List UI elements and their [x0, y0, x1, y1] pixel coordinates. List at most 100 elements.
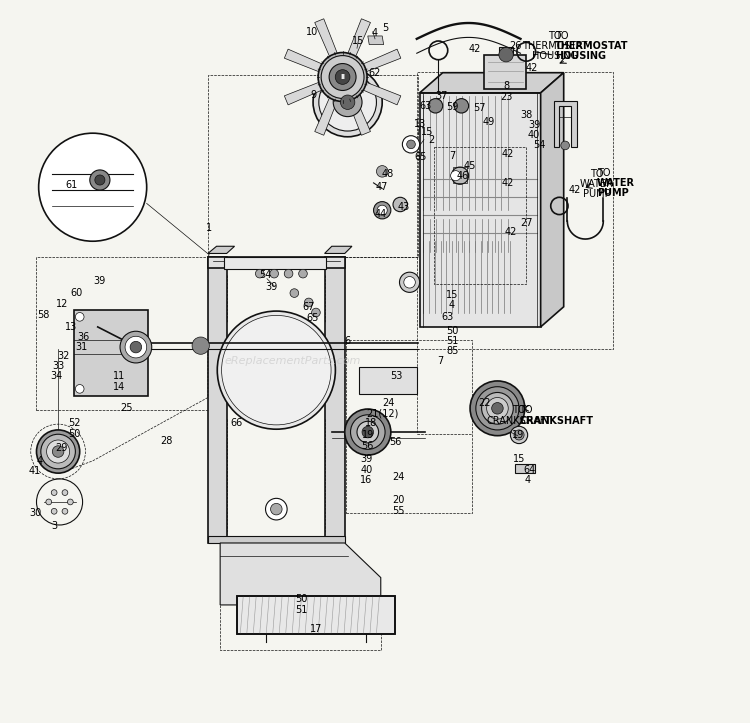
Circle shape: [40, 435, 76, 469]
Text: 15: 15: [421, 127, 433, 137]
Polygon shape: [325, 257, 345, 543]
Circle shape: [451, 171, 460, 181]
Text: 8: 8: [503, 82, 509, 91]
Text: 51: 51: [296, 605, 307, 615]
Text: 22: 22: [478, 398, 490, 408]
Circle shape: [221, 315, 331, 425]
Circle shape: [271, 503, 282, 515]
Circle shape: [514, 430, 524, 440]
Text: 56: 56: [389, 437, 401, 447]
Circle shape: [374, 202, 391, 219]
Text: 46: 46: [457, 171, 469, 181]
Polygon shape: [359, 367, 417, 394]
Circle shape: [266, 498, 287, 520]
Circle shape: [406, 140, 416, 149]
Circle shape: [377, 205, 387, 215]
Text: 43: 43: [398, 202, 410, 213]
Text: 65: 65: [414, 152, 427, 162]
Circle shape: [76, 385, 84, 393]
Circle shape: [68, 499, 74, 505]
Circle shape: [120, 331, 152, 363]
Text: 39: 39: [360, 454, 373, 463]
Circle shape: [130, 341, 142, 353]
Text: WATER: WATER: [580, 179, 614, 189]
Text: 32: 32: [58, 351, 70, 361]
Circle shape: [298, 269, 307, 278]
Text: 54: 54: [260, 270, 272, 280]
Text: 50: 50: [296, 594, 307, 604]
Text: 29: 29: [56, 443, 68, 453]
Text: 3: 3: [52, 521, 58, 531]
Circle shape: [51, 508, 57, 514]
Text: 2: 2: [428, 134, 434, 145]
Circle shape: [76, 312, 84, 321]
Circle shape: [46, 440, 70, 463]
Circle shape: [454, 98, 469, 113]
Circle shape: [362, 427, 374, 438]
Text: 21(12): 21(12): [366, 408, 398, 419]
Circle shape: [404, 276, 416, 288]
Text: 42: 42: [569, 185, 581, 195]
Text: 24: 24: [382, 398, 394, 408]
Text: 64: 64: [524, 465, 536, 474]
Text: 4: 4: [37, 456, 44, 466]
Circle shape: [428, 98, 442, 113]
Text: THERMOSTAT: THERMOSTAT: [555, 41, 628, 51]
Circle shape: [476, 387, 519, 430]
Polygon shape: [220, 543, 381, 605]
Circle shape: [53, 446, 64, 457]
Text: 51: 51: [446, 336, 458, 346]
Circle shape: [402, 136, 420, 153]
Text: 63: 63: [441, 312, 453, 322]
Text: 40: 40: [527, 130, 539, 140]
Text: 56: 56: [362, 442, 374, 451]
Circle shape: [492, 403, 503, 414]
Polygon shape: [362, 49, 401, 72]
Circle shape: [311, 308, 320, 317]
Circle shape: [284, 269, 293, 278]
Text: PUMP: PUMP: [583, 189, 610, 200]
Text: 27: 27: [520, 218, 532, 228]
Text: 10: 10: [305, 27, 318, 37]
Text: 25: 25: [120, 403, 133, 414]
Circle shape: [319, 74, 376, 131]
Text: 85: 85: [446, 346, 458, 356]
Polygon shape: [208, 257, 345, 268]
Polygon shape: [541, 73, 564, 327]
Polygon shape: [420, 93, 541, 327]
Text: 50: 50: [446, 326, 458, 336]
Text: 54: 54: [533, 140, 545, 150]
Text: II: II: [340, 74, 345, 80]
Text: 12: 12: [56, 299, 68, 309]
Circle shape: [46, 499, 52, 505]
Text: 16: 16: [360, 475, 373, 485]
Text: THERMOSTAT: THERMOSTAT: [522, 41, 588, 51]
Polygon shape: [368, 36, 384, 45]
Circle shape: [39, 133, 147, 241]
Circle shape: [400, 272, 420, 292]
Text: 7: 7: [450, 151, 456, 161]
Circle shape: [345, 409, 391, 455]
Text: 19: 19: [362, 430, 374, 440]
Circle shape: [511, 427, 528, 444]
Text: 39: 39: [529, 120, 541, 130]
Text: 38: 38: [520, 110, 532, 120]
Text: 4: 4: [449, 300, 455, 310]
Circle shape: [321, 56, 364, 98]
Text: 36: 36: [77, 332, 89, 342]
Text: 57: 57: [473, 103, 486, 113]
Polygon shape: [347, 19, 370, 57]
Circle shape: [357, 422, 379, 443]
Text: 39: 39: [266, 282, 278, 292]
Text: HOUSING: HOUSING: [555, 51, 606, 61]
Text: 62: 62: [369, 69, 381, 78]
Circle shape: [304, 298, 313, 307]
Text: WATER: WATER: [597, 178, 634, 188]
Text: 61: 61: [65, 180, 77, 190]
Text: 48: 48: [382, 169, 394, 179]
Polygon shape: [284, 49, 323, 72]
Text: 5: 5: [382, 23, 389, 33]
Text: 39: 39: [94, 276, 106, 286]
Bar: [499, 48, 513, 55]
Circle shape: [37, 430, 80, 473]
